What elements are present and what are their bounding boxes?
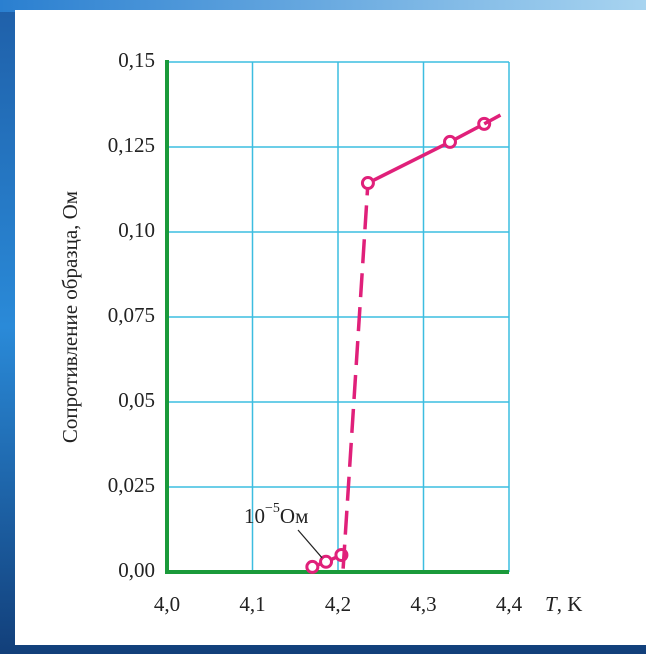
background-top — [0, 0, 646, 12]
annotation-base: 10 — [244, 504, 265, 528]
data-point — [443, 134, 458, 149]
x-tick-label: 4,2 — [325, 592, 351, 616]
y-tick-label: 0,125 — [108, 133, 155, 157]
x-tick-label: 4,3 — [410, 592, 436, 616]
y-tick-label: 0,05 — [118, 388, 155, 412]
data-point — [305, 559, 320, 574]
panel — [15, 10, 646, 645]
y-tick-label: 0,025 — [108, 473, 155, 497]
x-axis-unit: , K — [557, 592, 583, 616]
annotation: 10−5Ом — [244, 501, 308, 528]
y-axis-label: Сопротивление образца, Ом — [58, 191, 82, 443]
x-tick-label: 4,4 — [496, 592, 523, 616]
annotation-unit: Ом — [280, 504, 308, 528]
x-tick-label: 4,1 — [239, 592, 265, 616]
data-line — [341, 182, 370, 569]
annotation-pointer — [297, 529, 323, 559]
y-tick-label: 0,00 — [118, 558, 155, 582]
data-point — [360, 176, 375, 191]
x-axis-label: T, K — [545, 592, 582, 616]
y-tick-label: 0,075 — [108, 303, 155, 327]
data-line — [483, 113, 502, 126]
x-axis-symbol: T — [545, 592, 558, 616]
y-tick-label: 0,10 — [118, 218, 155, 242]
y-tick-label: 0,15 — [118, 48, 155, 72]
data-point — [319, 554, 334, 569]
x-tick-label: 4,0 — [154, 592, 180, 616]
annotation-exponent: −5 — [265, 501, 280, 516]
